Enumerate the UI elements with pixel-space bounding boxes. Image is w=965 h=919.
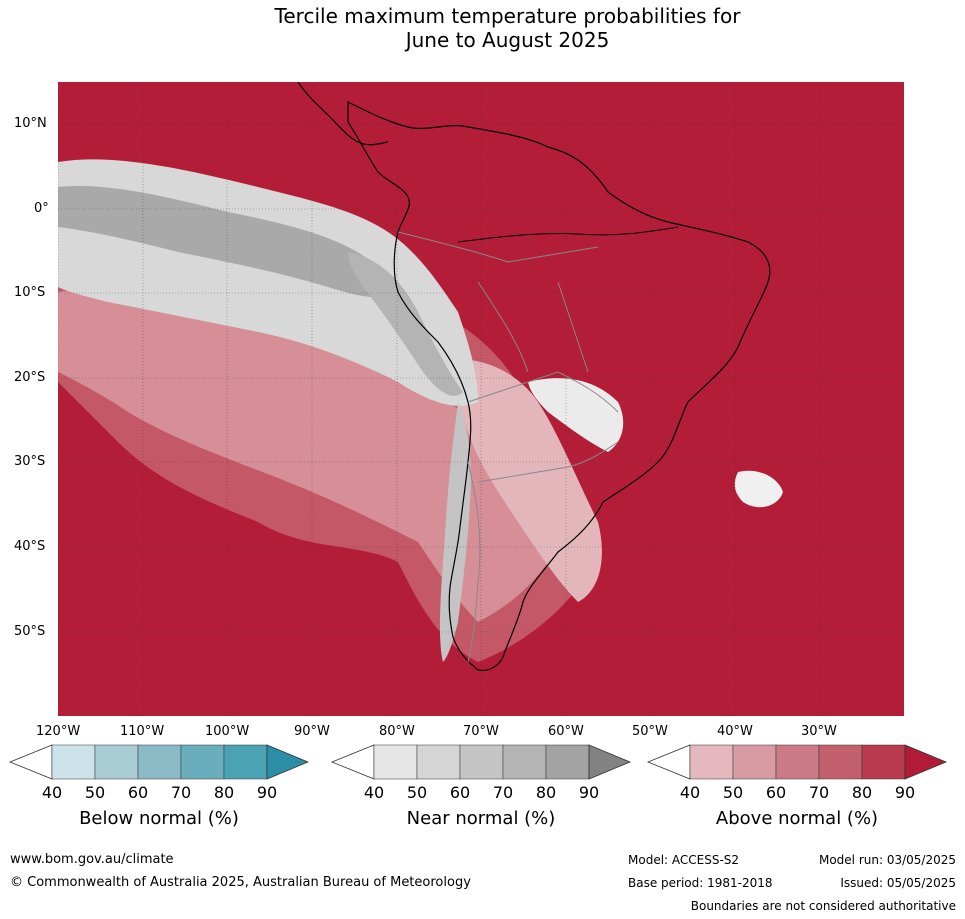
near-tick-50: 50 [406, 783, 428, 802]
above-normal-swatch-6 [904, 744, 948, 780]
title-line-1: Tercile maximum temperature probabilitie… [274, 4, 741, 28]
above-tick-40: 40 [679, 783, 701, 802]
copyright: © Commonwealth of Australia 2025, Austra… [10, 875, 471, 890]
above-tick-80: 80 [851, 783, 873, 802]
lat-label-10n: 10°N [14, 116, 47, 131]
lon-label-60w: 60°W [548, 724, 584, 739]
below-normal-swatch-6 [266, 744, 310, 780]
near-normal-colorbar [330, 744, 632, 780]
near-normal-swatch-1 [373, 744, 418, 780]
above-tick-60: 60 [765, 783, 787, 802]
bom-url: www.bom.gov.au/climate [10, 852, 174, 867]
above-normal-label: Above normal (%) [715, 808, 879, 829]
model-name: Model: ACCESS-S2 [628, 853, 740, 867]
base-period: Base period: 1981-2018 [628, 876, 773, 890]
lon-label-100w: 100°W [205, 724, 250, 739]
south-america-coastline [347, 101, 771, 672]
lon-label-120w: 120°W [36, 724, 81, 739]
near-normal-atlantic-patch [734, 470, 783, 508]
below-normal-swatch-5 [223, 744, 268, 780]
lon-label-90w: 90°W [294, 724, 330, 739]
above-normal-60-zone [58, 289, 548, 622]
below-normal-colorbar [8, 744, 310, 780]
lat-label-30s: 30°S [14, 454, 46, 469]
above-tick-50: 50 [722, 783, 744, 802]
above-normal-swatch-0 [646, 744, 691, 780]
above-normal-swatch-1 [689, 744, 734, 780]
below-tick-60: 60 [127, 783, 149, 802]
lat-label-0: 0° [34, 201, 49, 216]
lon-label-70w: 70°W [463, 724, 499, 739]
above-tick-90: 90 [894, 783, 916, 802]
map-canvas [58, 82, 904, 716]
below-normal-swatch-3 [137, 744, 182, 780]
below-tick-70: 70 [170, 783, 192, 802]
above-normal-colorbar [646, 744, 948, 780]
forecast-map [58, 82, 904, 716]
above-tick-70: 70 [808, 783, 830, 802]
country-borders [397, 231, 619, 663]
below-normal-label: Below normal (%) [79, 808, 239, 829]
near-tick-40: 40 [363, 783, 385, 802]
above-normal-swatch-4 [818, 744, 863, 780]
above-normal-50-zone [438, 359, 602, 602]
near-normal-label: Near normal (%) [406, 808, 556, 829]
central-america-coastline [297, 82, 389, 146]
lat-label-40s: 40°S [14, 539, 46, 554]
near-normal-swatch-6 [588, 744, 632, 780]
below-normal-swatch-2 [94, 744, 139, 780]
lon-label-110w: 110°W [120, 724, 165, 739]
map-title: Tercile maximum temperature probabilitie… [0, 4, 965, 52]
lon-label-30w: 30°W [801, 724, 837, 739]
near-normal-swatch-2 [416, 744, 461, 780]
graticule [58, 82, 904, 716]
title-line-2: June to August 2025 [405, 28, 610, 52]
lon-label-40w: 40°W [717, 724, 753, 739]
model-run: Model run: 03/05/2025 [818, 853, 956, 867]
above-normal-swatch-2 [732, 744, 777, 780]
near-tick-80: 80 [535, 783, 557, 802]
below-tick-50: 50 [84, 783, 106, 802]
below-tick-40: 40 [41, 783, 63, 802]
near-tick-60: 60 [449, 783, 471, 802]
lat-label-50s: 50°S [14, 624, 46, 639]
lat-label-10s: 10°S [14, 285, 46, 300]
above-normal-swatch-5 [861, 744, 906, 780]
near-normal-swatch-5 [545, 744, 590, 780]
near-tick-90: 90 [578, 783, 600, 802]
lon-label-80w: 80°W [379, 724, 415, 739]
near-normal-80-zone [58, 186, 398, 298]
boundaries-disclaimer: Boundaries are not considered authoritat… [690, 899, 956, 913]
near-normal-70-zone [348, 252, 463, 396]
near-normal-swatch-4 [502, 744, 547, 780]
lat-label-20s: 20°S [14, 370, 46, 385]
near-normal-chile-zone [439, 402, 471, 662]
issued-date: Issued: 05/05/2025 [840, 876, 956, 890]
below-normal-swatch-4 [180, 744, 225, 780]
above-normal-swatch-3 [775, 744, 820, 780]
amazon-river [457, 226, 679, 243]
below-tick-80: 80 [213, 783, 235, 802]
below-tick-90: 90 [256, 783, 278, 802]
near-normal-swatch-3 [459, 744, 504, 780]
lon-label-50w: 50°W [632, 724, 668, 739]
below-normal-swatch-0 [8, 744, 53, 780]
near-normal-swatch-0 [330, 744, 375, 780]
near-tick-70: 70 [492, 783, 514, 802]
below-normal-swatch-1 [51, 744, 96, 780]
